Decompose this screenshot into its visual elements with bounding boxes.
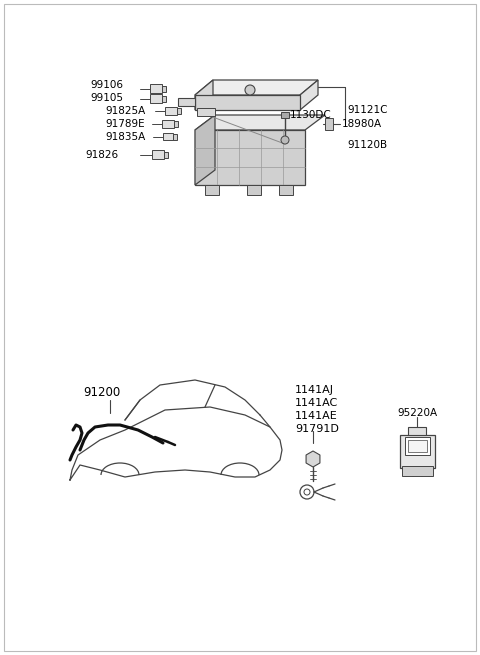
Text: 1130DC: 1130DC bbox=[290, 110, 332, 120]
Polygon shape bbox=[306, 451, 320, 467]
Bar bbox=[150, 94, 162, 103]
Polygon shape bbox=[195, 80, 213, 110]
Bar bbox=[281, 112, 289, 118]
Text: 91120B: 91120B bbox=[347, 140, 387, 150]
Text: 99105: 99105 bbox=[90, 93, 123, 103]
Text: 91789E: 91789E bbox=[105, 119, 144, 129]
Bar bbox=[408, 440, 427, 452]
Text: 1141AE: 1141AE bbox=[295, 411, 338, 421]
Bar bbox=[247, 185, 261, 195]
Bar bbox=[150, 84, 162, 93]
Bar bbox=[205, 185, 219, 195]
Polygon shape bbox=[195, 115, 325, 130]
Bar bbox=[152, 150, 164, 159]
Text: 91835A: 91835A bbox=[105, 132, 145, 142]
Text: 91791D: 91791D bbox=[295, 424, 339, 434]
Polygon shape bbox=[195, 115, 215, 185]
Text: 1141AJ: 1141AJ bbox=[295, 385, 334, 395]
Bar bbox=[325, 118, 333, 130]
Circle shape bbox=[281, 136, 289, 144]
FancyBboxPatch shape bbox=[178, 98, 195, 106]
Bar bbox=[279, 185, 293, 195]
Bar bbox=[400, 435, 435, 468]
Text: 91121C: 91121C bbox=[347, 105, 387, 115]
Bar bbox=[165, 107, 177, 115]
Text: 1141AC: 1141AC bbox=[295, 398, 338, 408]
Bar bbox=[173, 134, 177, 140]
Text: 99106: 99106 bbox=[90, 80, 123, 90]
Bar bbox=[405, 437, 430, 455]
Bar bbox=[174, 121, 178, 127]
Bar bbox=[162, 86, 166, 92]
Text: 91200: 91200 bbox=[83, 386, 120, 400]
Bar bbox=[162, 120, 174, 128]
Text: 95220A: 95220A bbox=[397, 408, 437, 418]
Bar bbox=[402, 466, 433, 476]
Bar bbox=[162, 96, 166, 102]
Polygon shape bbox=[195, 95, 300, 110]
Polygon shape bbox=[195, 130, 305, 185]
Bar bbox=[408, 427, 426, 435]
Polygon shape bbox=[195, 80, 318, 95]
Text: 91825A: 91825A bbox=[105, 106, 145, 116]
Bar bbox=[197, 108, 215, 116]
Circle shape bbox=[245, 85, 255, 95]
Bar bbox=[164, 152, 168, 158]
Bar bbox=[163, 133, 173, 140]
Polygon shape bbox=[300, 80, 318, 110]
Text: 18980A: 18980A bbox=[342, 119, 382, 129]
Text: 91826: 91826 bbox=[85, 150, 118, 160]
Bar bbox=[177, 108, 181, 114]
